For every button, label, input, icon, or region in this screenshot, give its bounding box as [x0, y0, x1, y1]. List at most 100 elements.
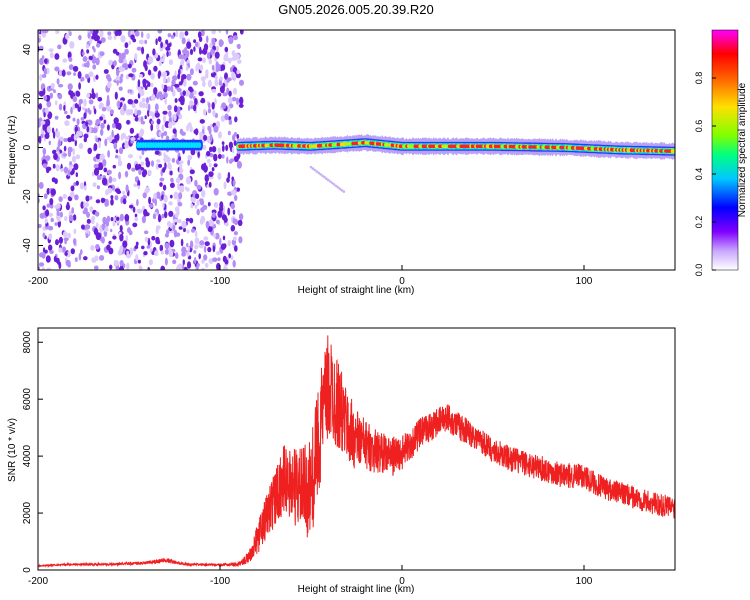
noise-speck: [221, 154, 225, 159]
noise-speck: [166, 220, 171, 227]
noise-speck: [224, 46, 229, 53]
streak-point: [313, 168, 317, 172]
noise-speck: [235, 72, 241, 79]
colorbar-ticks: 0.0 0.2 0.4 0.6 0.8: [694, 72, 716, 276]
noise-speck: [228, 141, 233, 149]
noise-speck: [80, 201, 84, 209]
noise-speck: [66, 71, 72, 76]
streak-point: [319, 173, 322, 176]
noise-speck: [190, 197, 195, 202]
noise-speck: [159, 177, 165, 182]
noise-speck: [86, 44, 89, 49]
noise-speck: [111, 177, 117, 182]
noise-speck: [124, 214, 130, 222]
noise-speck: [198, 253, 201, 260]
noise-speck: [80, 77, 83, 82]
noise-speck: [188, 86, 193, 92]
noise-speck: [93, 75, 96, 83]
noise-speck: [50, 217, 54, 223]
noise-speck: [112, 221, 116, 227]
noise-speck: [163, 152, 166, 158]
noise-speck: [168, 121, 173, 129]
noise-speck: [231, 176, 234, 181]
noise-speck: [82, 210, 88, 215]
noise-speck: [48, 233, 53, 240]
noise-speck: [107, 150, 110, 158]
figure-title: GN05.2026.005.20.39.R20: [278, 2, 433, 17]
noise-speck: [175, 30, 179, 37]
noise-speck: [231, 56, 237, 61]
y-tick-label: 0: [22, 144, 33, 150]
noise-speck: [209, 146, 213, 152]
noise-speck: [91, 45, 95, 50]
noise-speck: [158, 213, 161, 221]
noise-speck: [217, 147, 221, 154]
noise-speck: [216, 262, 221, 270]
noise-speck: [164, 97, 167, 105]
colorbar-label: Normalized spectral amplitude: [737, 82, 748, 217]
noise-speck: [109, 264, 113, 270]
noise-speck: [206, 150, 211, 157]
noise-speck: [92, 64, 96, 70]
noise-speck: [57, 44, 62, 50]
noise-speck: [138, 39, 144, 45]
noise-speck: [181, 246, 187, 254]
noise-speck: [120, 35, 126, 43]
noise-speck: [229, 66, 233, 73]
noise-speck: [83, 137, 88, 143]
noise-speck: [106, 105, 111, 112]
noise-speck: [120, 52, 126, 60]
noise-speck: [38, 135, 42, 144]
noise-speck: [239, 79, 244, 86]
noise-speck: [168, 110, 172, 118]
noise-speck: [69, 161, 72, 166]
noise-speck: [223, 216, 228, 223]
noise-speck: [230, 203, 235, 210]
noise-speck: [38, 182, 44, 189]
noise-speck: [200, 119, 205, 123]
noise-speck: [227, 130, 231, 136]
streak-point: [311, 167, 315, 170]
noise-speck: [98, 162, 104, 171]
noise-speck: [95, 199, 101, 204]
noise-speck: [162, 184, 167, 191]
noise-speck: [93, 167, 100, 176]
snr-x-ticks: -200 -100 0 100: [28, 565, 593, 587]
noise-speck: [232, 179, 236, 187]
noise-speck: [70, 248, 76, 255]
noise-speck: [163, 75, 166, 84]
noise-speck: [122, 198, 127, 205]
noise-speck: [61, 69, 66, 77]
noise-speck: [141, 102, 147, 109]
noise-speck: [90, 245, 95, 251]
noise-speck: [227, 239, 231, 247]
noise-speck: [234, 116, 238, 123]
noise-speck: [95, 153, 101, 160]
noise-speck: [141, 170, 147, 178]
noise-speck: [194, 237, 200, 245]
noise-speck: [132, 206, 136, 213]
noise-speck: [146, 245, 151, 249]
noise-speck: [101, 106, 107, 112]
noise-speck: [50, 83, 55, 89]
noise-speck: [149, 82, 154, 88]
noise-speck: [154, 150, 160, 155]
noise-speck: [144, 236, 149, 242]
noise-speck: [205, 35, 209, 43]
noise-speck: [171, 121, 176, 126]
noise-speck: [119, 225, 123, 232]
noise-speck: [83, 62, 89, 68]
noise-speck: [173, 113, 177, 122]
noise-speck: [152, 213, 157, 220]
noise-speck: [178, 81, 183, 86]
noise-speck: [74, 139, 78, 147]
noise-speck: [47, 212, 54, 217]
x-tick-label: -100: [210, 276, 230, 287]
noise-speck: [72, 214, 77, 221]
noise-speck: [49, 250, 54, 254]
noise-speck: [222, 205, 226, 213]
noise-speck: [201, 189, 206, 198]
noise-speck: [217, 210, 223, 218]
noise-speck: [144, 212, 150, 217]
noise-speck: [228, 36, 234, 45]
